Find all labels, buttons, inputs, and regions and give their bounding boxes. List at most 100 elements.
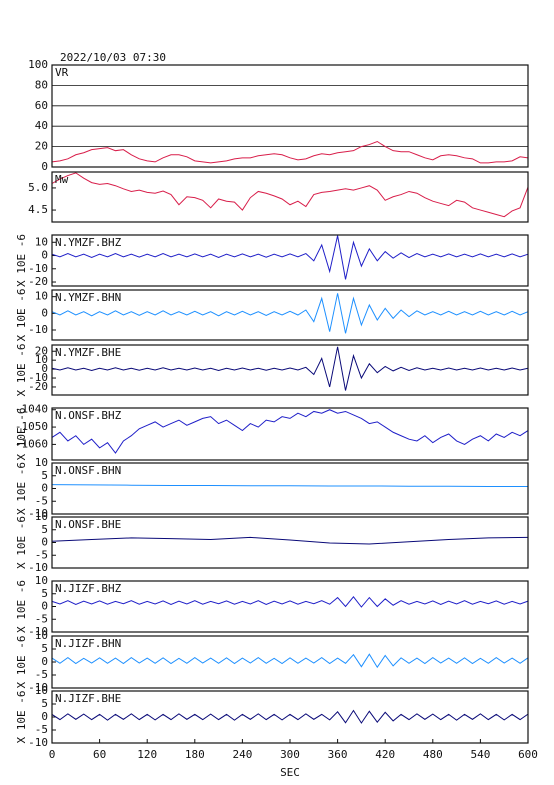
- y-tick-label: -10: [28, 681, 48, 694]
- y-tick-label: 40: [35, 119, 48, 132]
- y-axis-label: X 10E -6: [15, 462, 28, 515]
- y-tick-label: -20: [28, 380, 48, 393]
- y-axis-label: X 10E -6: [15, 516, 28, 569]
- x-tick-label: 420: [375, 748, 395, 761]
- y-axis-label: X 10E -6: [15, 234, 28, 287]
- y-tick-label: 20: [35, 344, 48, 357]
- y-tick-label: -1060: [15, 437, 48, 450]
- y-tick-label: 0: [41, 362, 48, 375]
- x-tick-label: 120: [137, 748, 157, 761]
- y-tick-label: -1050: [15, 420, 48, 433]
- y-tick-label: -5: [35, 548, 48, 561]
- trace: [51, 484, 528, 487]
- panel-frame: [51, 64, 529, 168]
- y-tick-label: -5: [35, 612, 48, 625]
- trace-label: VR: [55, 66, 69, 79]
- y-tick-label: 5.0: [28, 181, 48, 194]
- trace-label: N.YMZF.BHN: [55, 291, 121, 304]
- y-tick-label: -10: [28, 625, 48, 638]
- y-tick-label: 10: [35, 629, 48, 642]
- trace: [51, 140, 529, 164]
- trace-label: N.JIZF.BHN: [55, 637, 121, 650]
- panel-frame: [51, 289, 529, 341]
- x-tick-label: 300: [280, 748, 300, 761]
- y-axis-label: X 10E -6: [15, 408, 28, 461]
- chart-title: 2022/10/03 07:30: [60, 51, 166, 64]
- y-tick-label: 0: [41, 600, 48, 613]
- x-tick-label: 60: [93, 748, 106, 761]
- y-tick-label: 10: [35, 510, 48, 523]
- trace-label: N.JIZF.BHE: [55, 692, 121, 705]
- y-tick-label: 0: [41, 482, 48, 495]
- x-tick-label: 360: [328, 748, 348, 761]
- x-tick-label: 0: [49, 748, 56, 761]
- y-tick-label: 5: [41, 642, 48, 655]
- y-tick-label: -1040: [15, 403, 48, 416]
- trace-label: Mw: [55, 173, 69, 186]
- trace: [51, 709, 529, 724]
- y-tick-label: 10: [35, 684, 48, 697]
- panel-frame: [51, 690, 529, 744]
- panel-frame: [51, 635, 529, 689]
- panel-frame: [51, 516, 529, 569]
- panel-frame: [51, 462, 529, 515]
- y-tick-label: 10: [35, 353, 48, 366]
- y-tick-label: 80: [35, 78, 48, 91]
- y-axis-label: X 10E -6: [15, 691, 28, 744]
- y-axis-label: X 10E -6: [15, 580, 28, 633]
- y-tick-label: -10: [28, 507, 48, 520]
- trace: [51, 293, 529, 334]
- x-tick-label: 540: [470, 748, 490, 761]
- y-tick-label: 10: [35, 456, 48, 469]
- y-tick-label: 5: [41, 469, 48, 482]
- y-tick-label: 0: [41, 536, 48, 549]
- trace-label: N.JIZF.BHZ: [55, 582, 122, 595]
- trace: [51, 235, 529, 280]
- y-tick-label: 10: [35, 235, 48, 248]
- y-tick-label: 0: [41, 249, 48, 262]
- y-tick-label: -10: [28, 736, 48, 749]
- x-axis-label: SEC: [280, 766, 300, 779]
- y-tick-label: 0: [41, 306, 48, 319]
- trace: [51, 536, 529, 545]
- trace-label: N.ONSF.BHN: [55, 464, 121, 477]
- panel-frame: [51, 580, 529, 633]
- y-tick-label: 5: [41, 587, 48, 600]
- panel-frame: [51, 344, 529, 396]
- y-tick-label: -10: [28, 371, 48, 384]
- y-tick-label: 5: [41, 697, 48, 710]
- y-tick-label: 10: [35, 574, 48, 587]
- trace-label: N.YMZF.BHE: [55, 346, 121, 359]
- y-tick-label: 0: [41, 710, 48, 723]
- panel-frame: [51, 171, 529, 223]
- y-tick-label: -5: [35, 723, 48, 736]
- trace: [51, 409, 529, 454]
- y-axis-label: X 10E -6: [15, 289, 28, 342]
- panel-frame: [51, 407, 529, 461]
- y-tick-label: -5: [35, 668, 48, 681]
- y-axis-label: X 10E -6: [15, 344, 28, 397]
- y-tick-label: 0: [41, 655, 48, 668]
- x-tick-label: 600: [518, 748, 538, 761]
- y-tick-label: -20: [28, 275, 48, 288]
- y-tick-label: -10: [28, 561, 48, 574]
- y-tick-label: 4.5: [28, 203, 48, 216]
- y-tick-label: 10: [35, 290, 48, 303]
- trace: [51, 596, 529, 608]
- trace-label: N.ONSF.BHE: [55, 518, 121, 531]
- y-tick-label: 5: [41, 523, 48, 536]
- y-tick-label: -5: [35, 494, 48, 507]
- x-tick-label: 480: [423, 748, 443, 761]
- y-tick-label: 60: [35, 99, 48, 112]
- y-axis-label: X 10E -6: [15, 636, 28, 689]
- trace-label: N.ONSF.BHZ: [55, 409, 122, 422]
- x-tick-label: 240: [232, 748, 252, 761]
- x-tick-label: 180: [185, 748, 205, 761]
- y-tick-label: 100: [28, 58, 48, 71]
- trace: [51, 346, 529, 391]
- panel-frame: [51, 234, 529, 287]
- trace: [51, 172, 529, 218]
- y-tick-label: 20: [35, 140, 48, 153]
